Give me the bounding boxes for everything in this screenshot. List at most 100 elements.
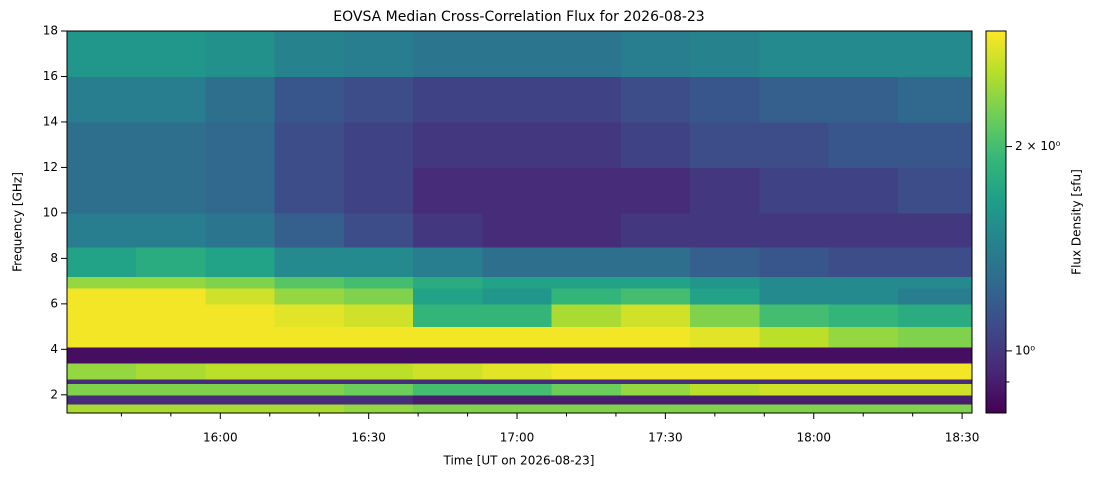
heatmap-cell [274, 121, 345, 168]
heatmap-cell [136, 303, 206, 328]
heatmap-cell [897, 167, 973, 214]
heatmap-cell [690, 303, 760, 328]
heatmap-cell [413, 247, 483, 278]
heatmap-cell [897, 378, 973, 384]
heatmap-cell [759, 76, 830, 123]
heatmap-cell [551, 287, 622, 305]
heatmap-cell [136, 76, 206, 123]
heatmap-cell [759, 31, 830, 77]
heatmap-cell [897, 403, 973, 414]
heatmap-cell [274, 276, 345, 289]
heatmap-cell [897, 31, 973, 77]
heatmap-cell [828, 303, 899, 328]
heatmap-cell [482, 383, 553, 396]
heatmap-cell [620, 383, 691, 396]
heatmap-cell [67, 394, 137, 405]
heatmap-cell [205, 303, 276, 328]
heatmap-cell [482, 287, 553, 305]
heatmap-cell [620, 303, 691, 328]
heatmap-cell [205, 121, 276, 168]
heatmap-cell [828, 326, 899, 348]
heatmap-cell [413, 378, 483, 384]
heatmap-cell [690, 347, 760, 364]
heatmap-cell [551, 347, 622, 364]
heatmap-cell [690, 167, 760, 214]
heatmap-cell [620, 76, 691, 123]
heatmap-cell [274, 212, 345, 248]
heatmap-cell [343, 247, 414, 278]
heatmap-cell [482, 121, 553, 168]
colorbar-tick-label: 10⁰ [1015, 343, 1035, 357]
heatmap-cell [828, 383, 899, 396]
heatmap-cell [759, 287, 830, 305]
heatmap-cell [343, 326, 414, 348]
heatmap-cell [551, 403, 622, 414]
heatmap-cell [482, 167, 553, 214]
x-tick-label: 17:00 [500, 431, 535, 445]
heatmap-cell [482, 347, 553, 364]
x-tick-label: 16:30 [351, 431, 386, 445]
heatmap-cell [67, 167, 137, 214]
heatmap-cell [551, 394, 622, 405]
heatmap-cell [343, 287, 414, 305]
heatmap-cell [343, 383, 414, 396]
heatmap-cell [828, 167, 899, 214]
heatmap-cell [759, 303, 830, 328]
y-axis-label: Frequency [GHz] [11, 172, 25, 272]
heatmap-cell [620, 212, 691, 248]
y-tick-label: 16 [43, 69, 58, 83]
heatmap-cell [274, 378, 345, 384]
heatmap-cell [690, 31, 760, 77]
heatmap-cell [551, 121, 622, 168]
y-tick-label: 4 [50, 342, 58, 356]
heatmap-cell [551, 212, 622, 248]
heatmap-cell [413, 347, 483, 364]
heatmap-cell [482, 362, 553, 380]
heatmap-cell [828, 121, 899, 168]
heatmap-cell [343, 378, 414, 384]
heatmap-cell [274, 403, 345, 414]
heatmap-cell [136, 287, 206, 305]
heatmap-cell [759, 167, 830, 214]
heatmap-cell [413, 287, 483, 305]
heatmap-cell [690, 212, 760, 248]
heatmap-cell [482, 76, 553, 123]
heatmap-cell [136, 378, 206, 384]
heatmap-cell [413, 276, 483, 289]
heatmap-cell [828, 403, 899, 414]
heatmap-cell [205, 394, 276, 405]
heatmap-cell [897, 362, 973, 380]
heatmap-cell [551, 247, 622, 278]
heatmap-cell [620, 347, 691, 364]
heatmap-cell [759, 394, 830, 405]
heatmap-cell [413, 167, 483, 214]
heatmap-cell [620, 403, 691, 414]
heatmap-cell [343, 167, 414, 214]
heatmap-cell [136, 247, 206, 278]
heatmap-cell [136, 394, 206, 405]
heatmap-cell [343, 394, 414, 405]
heatmap-cell [690, 383, 760, 396]
x-tick-label: 18:00 [796, 431, 831, 445]
heatmap-cell [482, 394, 553, 405]
heatmap-cell [205, 326, 276, 348]
colorbar-tick-label: 2 × 10⁰ [1015, 139, 1061, 153]
heatmap-cell [136, 362, 206, 380]
heatmap-cell [482, 247, 553, 278]
y-tick-label: 10 [43, 205, 58, 219]
heatmap-cell [828, 212, 899, 248]
heatmap-cell [274, 167, 345, 214]
heatmap-cell [343, 121, 414, 168]
heatmap-cell [67, 247, 137, 278]
heatmap-cell [67, 276, 137, 289]
x-tick-label: 17:30 [648, 431, 683, 445]
heatmap-cell [136, 276, 206, 289]
heatmap-cell [413, 403, 483, 414]
y-tick-label: 18 [43, 24, 58, 38]
heatmap-cell [136, 403, 206, 414]
heatmap-cell [413, 303, 483, 328]
heatmap-cell [828, 276, 899, 289]
heatmap-cell [690, 76, 760, 123]
heatmap-cell [828, 394, 899, 405]
